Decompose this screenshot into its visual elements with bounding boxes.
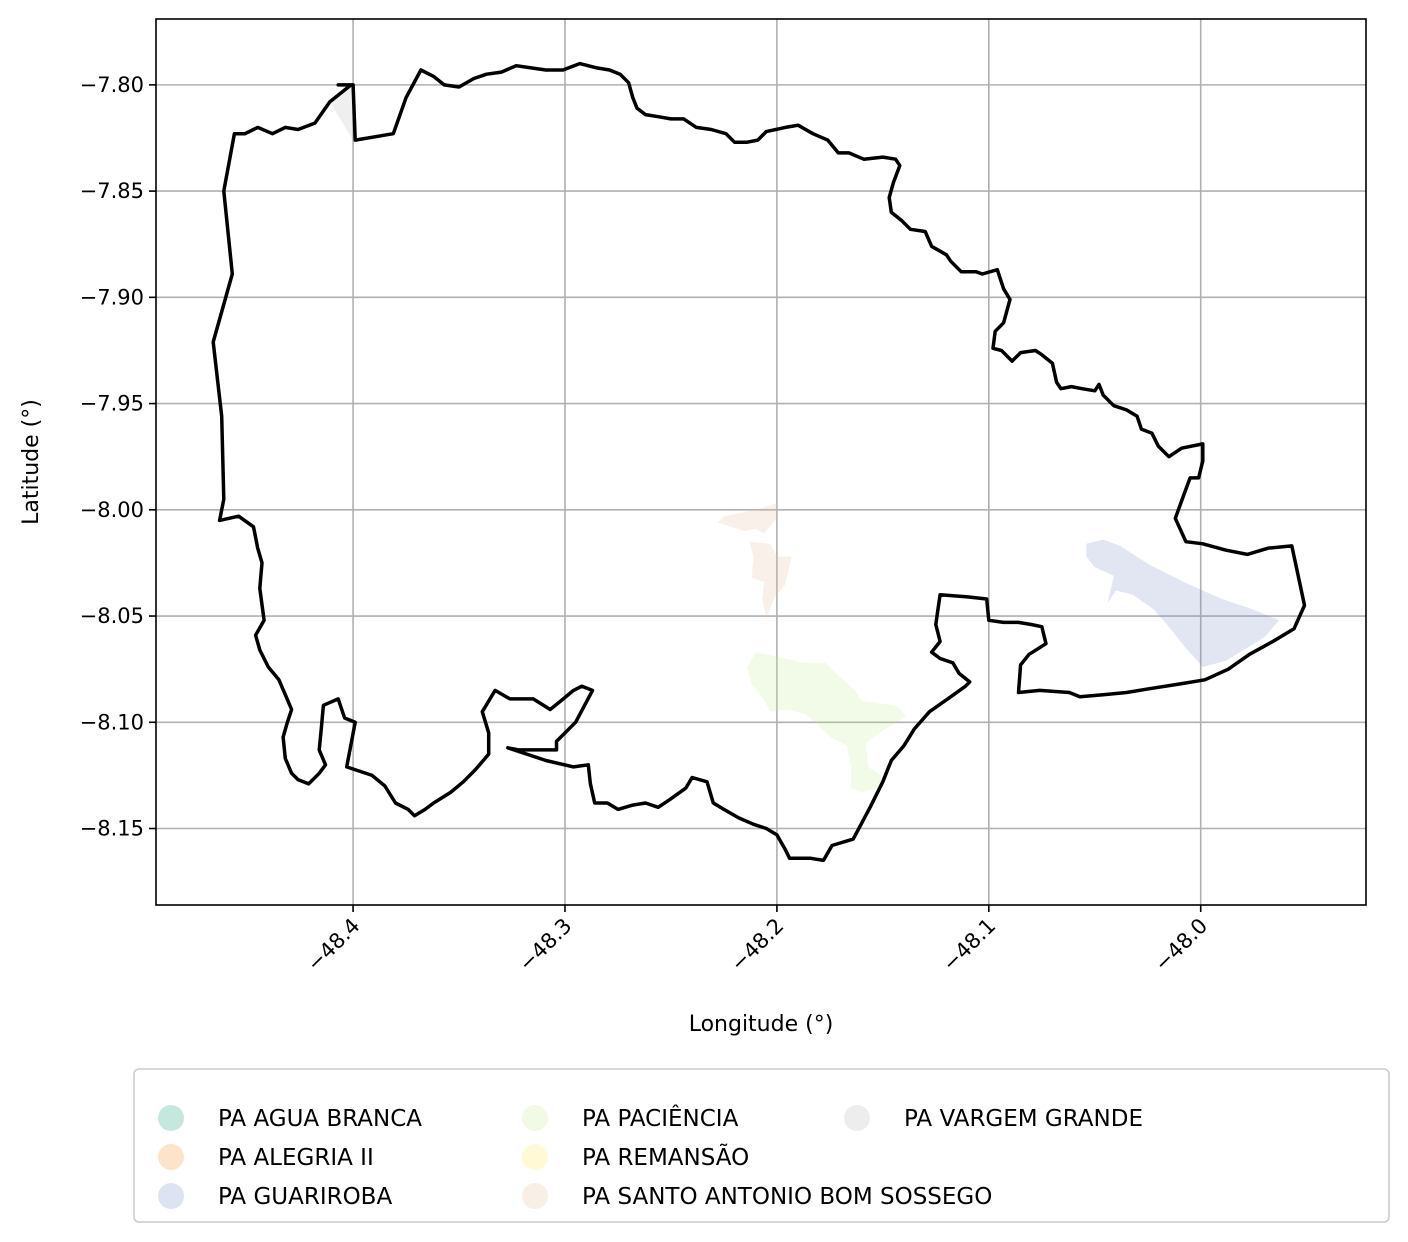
y-tick-label-1: −7.85 — [80, 179, 144, 203]
region-pa-santo-antonio-bom-sossego-1 — [749, 542, 791, 619]
y-tick-label-6: −8.10 — [80, 710, 144, 734]
y-tick-label-5: −8.05 — [80, 604, 144, 628]
legend-marker-pa-santo-antonio-bom-sossego — [522, 1183, 548, 1209]
legend-marker-pa-guariroba — [158, 1183, 184, 1209]
legend-label-pa-guariroba: PA GUARIROBA — [218, 1184, 392, 1210]
x-tick-label-0: −48.4 — [302, 914, 364, 976]
legend-marker-pa-alegria-ii — [158, 1144, 184, 1170]
y-axis-label: Latitude (°) — [19, 399, 44, 525]
x-tick-label-2: −48.2 — [726, 914, 788, 976]
x-tick-label-1: −48.3 — [514, 914, 576, 976]
legend-label-pa-vargem-grande: PA VARGEM GRANDE — [904, 1106, 1143, 1132]
municipality-boundary — [213, 64, 1304, 861]
x-axis-label: Longitude (°) — [689, 1012, 834, 1037]
legend-label-pa-remans-o: PA REMANSÃO — [582, 1143, 749, 1171]
x-tick-label-4: −48.0 — [1150, 914, 1212, 976]
x-tick-label-3: −48.1 — [938, 914, 1000, 976]
legend-label-pa-santo-antonio-bom-sossego: PA SANTO ANTONIO BOM SOSSEGO — [582, 1184, 992, 1210]
legend-label-pa-alegria-ii: PA ALEGRIA II — [218, 1145, 374, 1171]
x-axis: −48.4 −48.3 −48.2 −48.1 −48.0 — [302, 905, 1212, 976]
y-tick-label-2: −7.90 — [80, 285, 144, 309]
region-pa-santo-antonio-bom-sossego-0 — [718, 503, 777, 533]
legend-marker-pa-remans-o — [522, 1144, 548, 1170]
y-tick-label-0: −7.80 — [80, 73, 144, 97]
region-pa-guariroba-0 — [1086, 540, 1279, 667]
boundary-layer — [213, 64, 1304, 861]
legend: PA AGUA BRANCA PA ALEGRIA II PA GUARIROBA P… — [134, 1069, 1389, 1222]
plot-frame — [156, 19, 1366, 905]
legend-marker-pa-vargem-grande — [844, 1105, 870, 1131]
grid-lines — [156, 19, 1366, 905]
legend-marker-pa-agua-branca — [158, 1105, 184, 1131]
legend-marker-pa-paci-ncia — [522, 1105, 548, 1131]
legend-label-pa-agua-branca: PA AGUA BRANCA — [218, 1106, 422, 1132]
y-tick-label-4: −8.00 — [80, 498, 144, 522]
y-tick-label-3: −7.95 — [80, 392, 144, 416]
y-axis: −7.80 −7.85 −7.90 −7.95 −8.00 −8.05 −8.10 −8.15 — [80, 73, 156, 841]
legend-label-pa-paci-ncia: PA PACIÊNCIA — [582, 1104, 739, 1132]
y-tick-label-7: −8.15 — [80, 817, 144, 841]
